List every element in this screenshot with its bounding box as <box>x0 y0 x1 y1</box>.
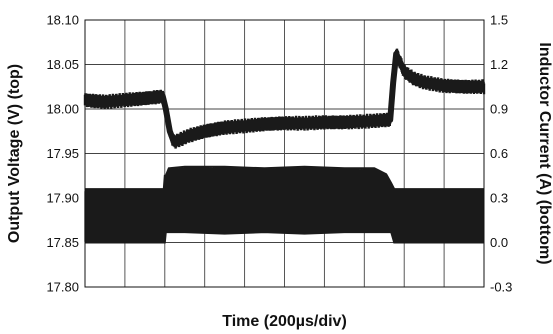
right-tick-label: 1.2 <box>490 57 508 72</box>
left-tick-label: 17.80 <box>46 280 79 295</box>
left-tick-label: 18.10 <box>46 13 79 28</box>
left-tick-label: 18.00 <box>46 102 79 117</box>
left-tick-label: 18.05 <box>46 57 79 72</box>
left-tick-labels: 18.10 18.05 18.00 17.95 17.90 17.85 17.80 <box>46 13 79 295</box>
right-tick-label: 0.3 <box>490 191 508 206</box>
grid <box>85 20 484 287</box>
left-tick-label: 17.95 <box>46 146 79 161</box>
current-ripple <box>84 166 485 243</box>
series-output-voltage <box>83 48 486 149</box>
x-axis-title: Time (200µs/div) <box>222 313 347 330</box>
left-tick-label: 17.85 <box>46 235 79 250</box>
left-axis-title: Output Voltage (V) (top) <box>6 64 23 243</box>
series-inductor-current <box>84 165 485 244</box>
plot-frame <box>84 19 485 288</box>
voltage-line <box>84 50 484 145</box>
right-tick-label: -0.3 <box>490 280 512 295</box>
right-tick-labels: 1.5 1.2 0.9 0.6 0.3 0.0 -0.3 <box>490 13 512 295</box>
right-tick-label: 0.9 <box>490 102 508 117</box>
right-tick-label: 1.5 <box>490 13 508 28</box>
left-tick-label: 17.90 <box>46 191 79 206</box>
current-envelope-top <box>85 165 484 191</box>
right-axis-title: Inductor Current (A) (bottom) <box>536 42 553 264</box>
current-envelope-bottom <box>85 231 484 244</box>
right-tick-label: 0.6 <box>490 146 508 161</box>
right-tick-label: 0.0 <box>490 235 508 250</box>
